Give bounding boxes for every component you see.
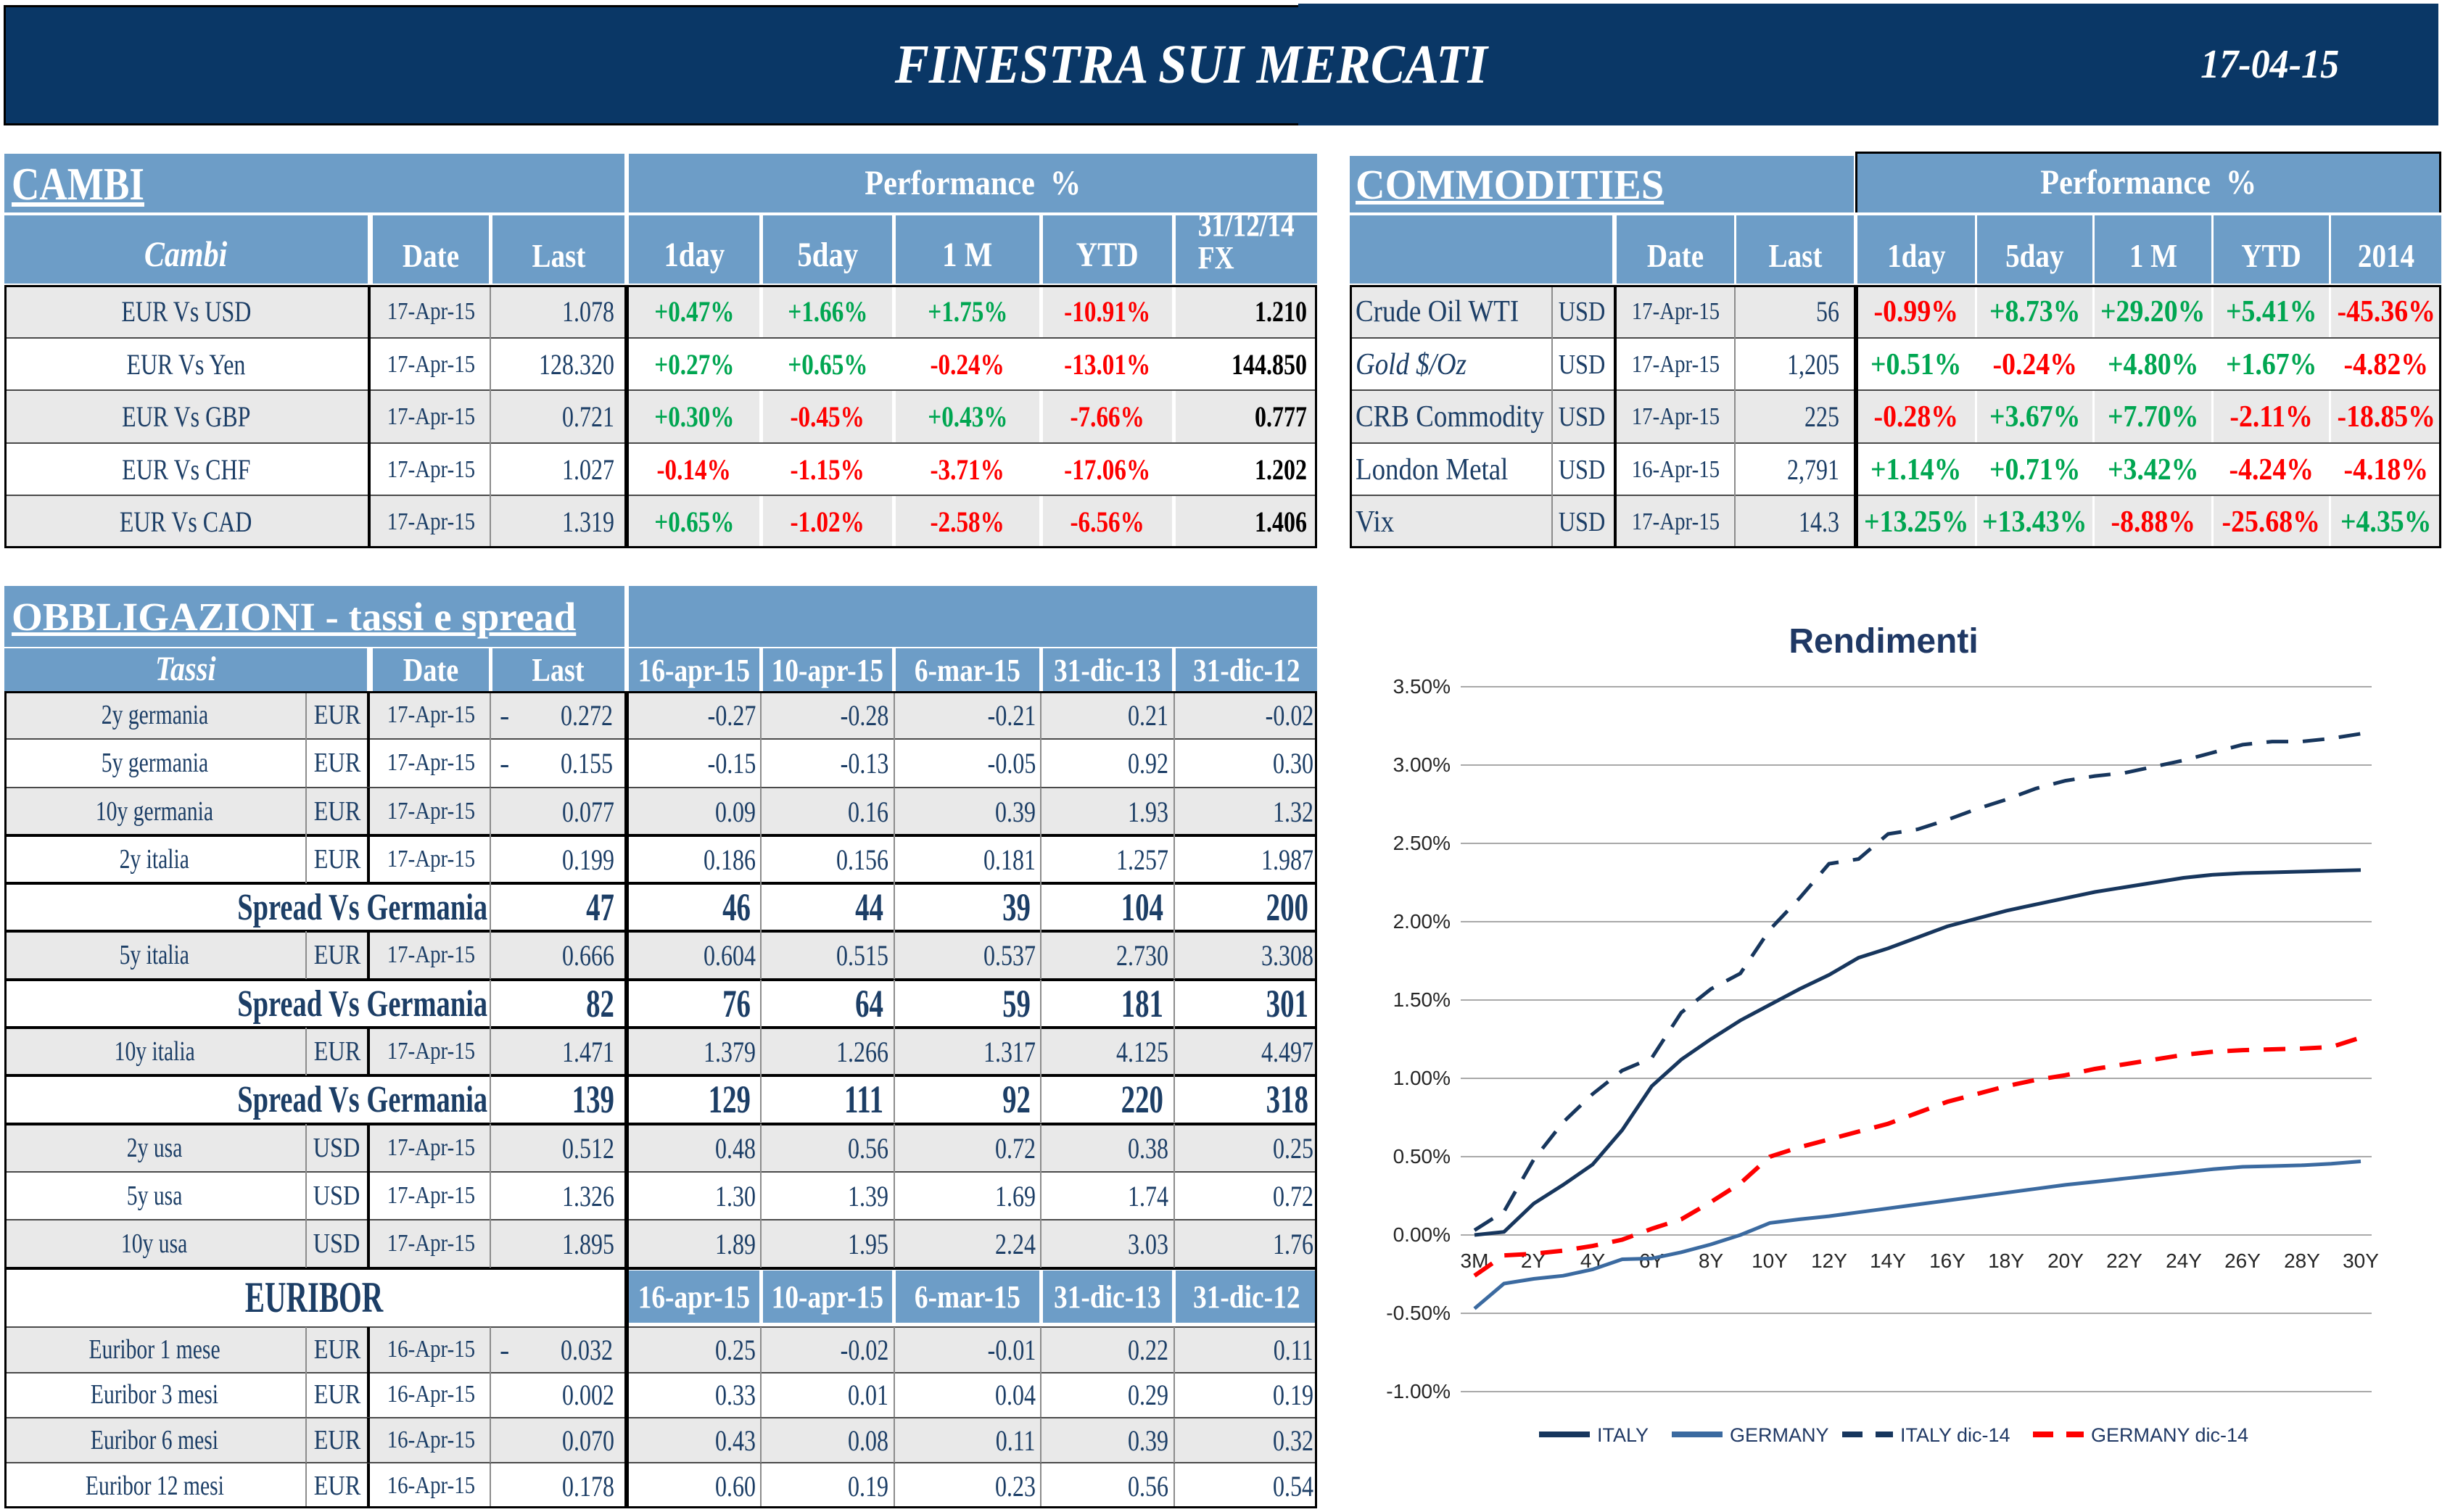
svg-text:20Y: 20Y bbox=[2047, 1249, 2084, 1272]
svg-text:30Y: 30Y bbox=[2343, 1249, 2379, 1272]
svg-text:3.00%: 3.00% bbox=[1393, 753, 1451, 776]
svg-text:2.50%: 2.50% bbox=[1393, 832, 1451, 854]
svg-text:0.00%: 0.00% bbox=[1393, 1223, 1451, 1246]
svg-text:-0.50%: -0.50% bbox=[1386, 1302, 1451, 1324]
svg-text:1.50%: 1.50% bbox=[1393, 988, 1451, 1011]
svg-text:2.00%: 2.00% bbox=[1393, 910, 1451, 933]
svg-text:Rendimenti: Rendimenti bbox=[1789, 622, 1978, 661]
svg-text:0.50%: 0.50% bbox=[1393, 1145, 1451, 1168]
svg-text:26Y: 26Y bbox=[2224, 1249, 2261, 1272]
svg-text:24Y: 24Y bbox=[2166, 1249, 2202, 1272]
svg-text:12Y: 12Y bbox=[1811, 1249, 1847, 1272]
svg-text:GERMANY: GERMANY bbox=[1730, 1424, 1829, 1446]
svg-text:8Y: 8Y bbox=[1699, 1249, 1724, 1272]
svg-text:ITALY: ITALY bbox=[1597, 1424, 1649, 1446]
svg-text:3.50%: 3.50% bbox=[1393, 675, 1451, 698]
svg-text:14Y: 14Y bbox=[1870, 1249, 1906, 1272]
svg-text:16Y: 16Y bbox=[1929, 1249, 1965, 1272]
svg-text:22Y: 22Y bbox=[2106, 1249, 2142, 1272]
svg-text:GERMANY dic-14: GERMANY dic-14 bbox=[2091, 1424, 2248, 1446]
svg-text:28Y: 28Y bbox=[2284, 1249, 2320, 1272]
svg-text:6Y: 6Y bbox=[1639, 1249, 1665, 1272]
svg-text:18Y: 18Y bbox=[1988, 1249, 2024, 1272]
svg-text:ITALY dic-14: ITALY dic-14 bbox=[1900, 1424, 2010, 1446]
svg-text:1.00%: 1.00% bbox=[1393, 1067, 1451, 1089]
svg-text:-1.00%: -1.00% bbox=[1386, 1380, 1451, 1402]
svg-text:10Y: 10Y bbox=[1752, 1249, 1788, 1272]
